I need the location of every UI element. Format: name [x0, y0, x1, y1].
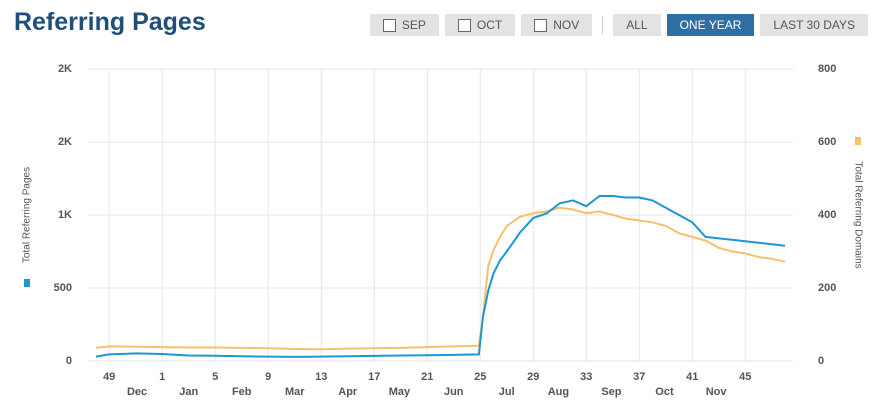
y2-tick-label: 600	[818, 136, 836, 148]
y2-axis-title: Total Referring Domains	[852, 137, 863, 269]
y2-axis-label: Total Referring Domains	[852, 161, 863, 268]
month-filter[interactable]: SEP	[369, 14, 439, 36]
month-label: Jan	[179, 386, 198, 398]
x-tick-label: 33	[580, 371, 592, 383]
filter-label: OCT	[476, 18, 503, 32]
x-tick-label: 5	[212, 371, 218, 383]
y2-tick-label: 800	[818, 63, 836, 75]
y-axis-label: Total Referring Pages	[22, 167, 33, 263]
page-title: Referring Pages	[14, 8, 206, 36]
y-tick-label: 500	[54, 282, 72, 294]
x-tick-label: 25	[474, 371, 486, 383]
checkbox[interactable]	[534, 18, 548, 32]
x-tick-label: 29	[527, 371, 539, 383]
month-label: Jun	[444, 386, 464, 398]
month-filter[interactable]: NOV	[521, 14, 593, 36]
month-label: May	[389, 386, 411, 398]
x-tick-label: 13	[315, 371, 327, 383]
separator	[602, 16, 604, 34]
filter-label: NOV	[553, 18, 580, 32]
x-tick-label: 9	[265, 371, 271, 383]
range-button[interactable]: LAST 30 DAYS	[760, 14, 868, 36]
y2-tick-label: 200	[818, 282, 836, 294]
x-tick-label: 41	[686, 371, 698, 383]
filter-label: SEP	[401, 18, 426, 32]
month-label: Feb	[232, 386, 252, 398]
y2-tick-label: 400	[818, 209, 836, 221]
month-label: Jul	[499, 386, 515, 398]
y-tick-label: 1K	[58, 209, 72, 221]
y-tick-label: 0	[66, 355, 72, 367]
controls: SEP OCT NOV ALL ONE YEAR LAST 30 DAYS	[369, 14, 868, 36]
legend-swatch	[24, 279, 30, 287]
x-tick-label: 17	[368, 371, 380, 383]
x-tick-label: 49	[103, 371, 115, 383]
legend-swatch	[855, 137, 861, 145]
x-tick-label: 45	[739, 371, 751, 383]
series-line	[95, 206, 786, 351]
checkbox[interactable]	[382, 18, 396, 32]
x-tick-label: 1	[159, 371, 165, 383]
y2-tick-label: 0	[818, 355, 824, 367]
month-label: Aug	[548, 386, 569, 398]
x-tick-label: 37	[633, 371, 645, 383]
y-tick-label: 2K	[58, 136, 72, 148]
month-label: Nov	[706, 386, 728, 398]
range-button[interactable]: ALL	[613, 14, 661, 36]
y-tick-label: 2K	[58, 63, 72, 75]
x-tick-label: 21	[421, 371, 433, 383]
series-line	[95, 195, 786, 358]
month-filter[interactable]: OCT	[444, 14, 516, 36]
month-label: Dec	[127, 386, 147, 398]
month-label: Apr	[338, 386, 358, 398]
checkbox[interactable]	[457, 18, 471, 32]
range-button[interactable]: ONE YEAR	[666, 14, 755, 36]
y-axis-title: Total Referring Pages	[22, 167, 33, 287]
month-label: Mar	[285, 386, 305, 398]
month-label: Sep	[601, 386, 621, 398]
month-label: Oct	[655, 386, 674, 398]
